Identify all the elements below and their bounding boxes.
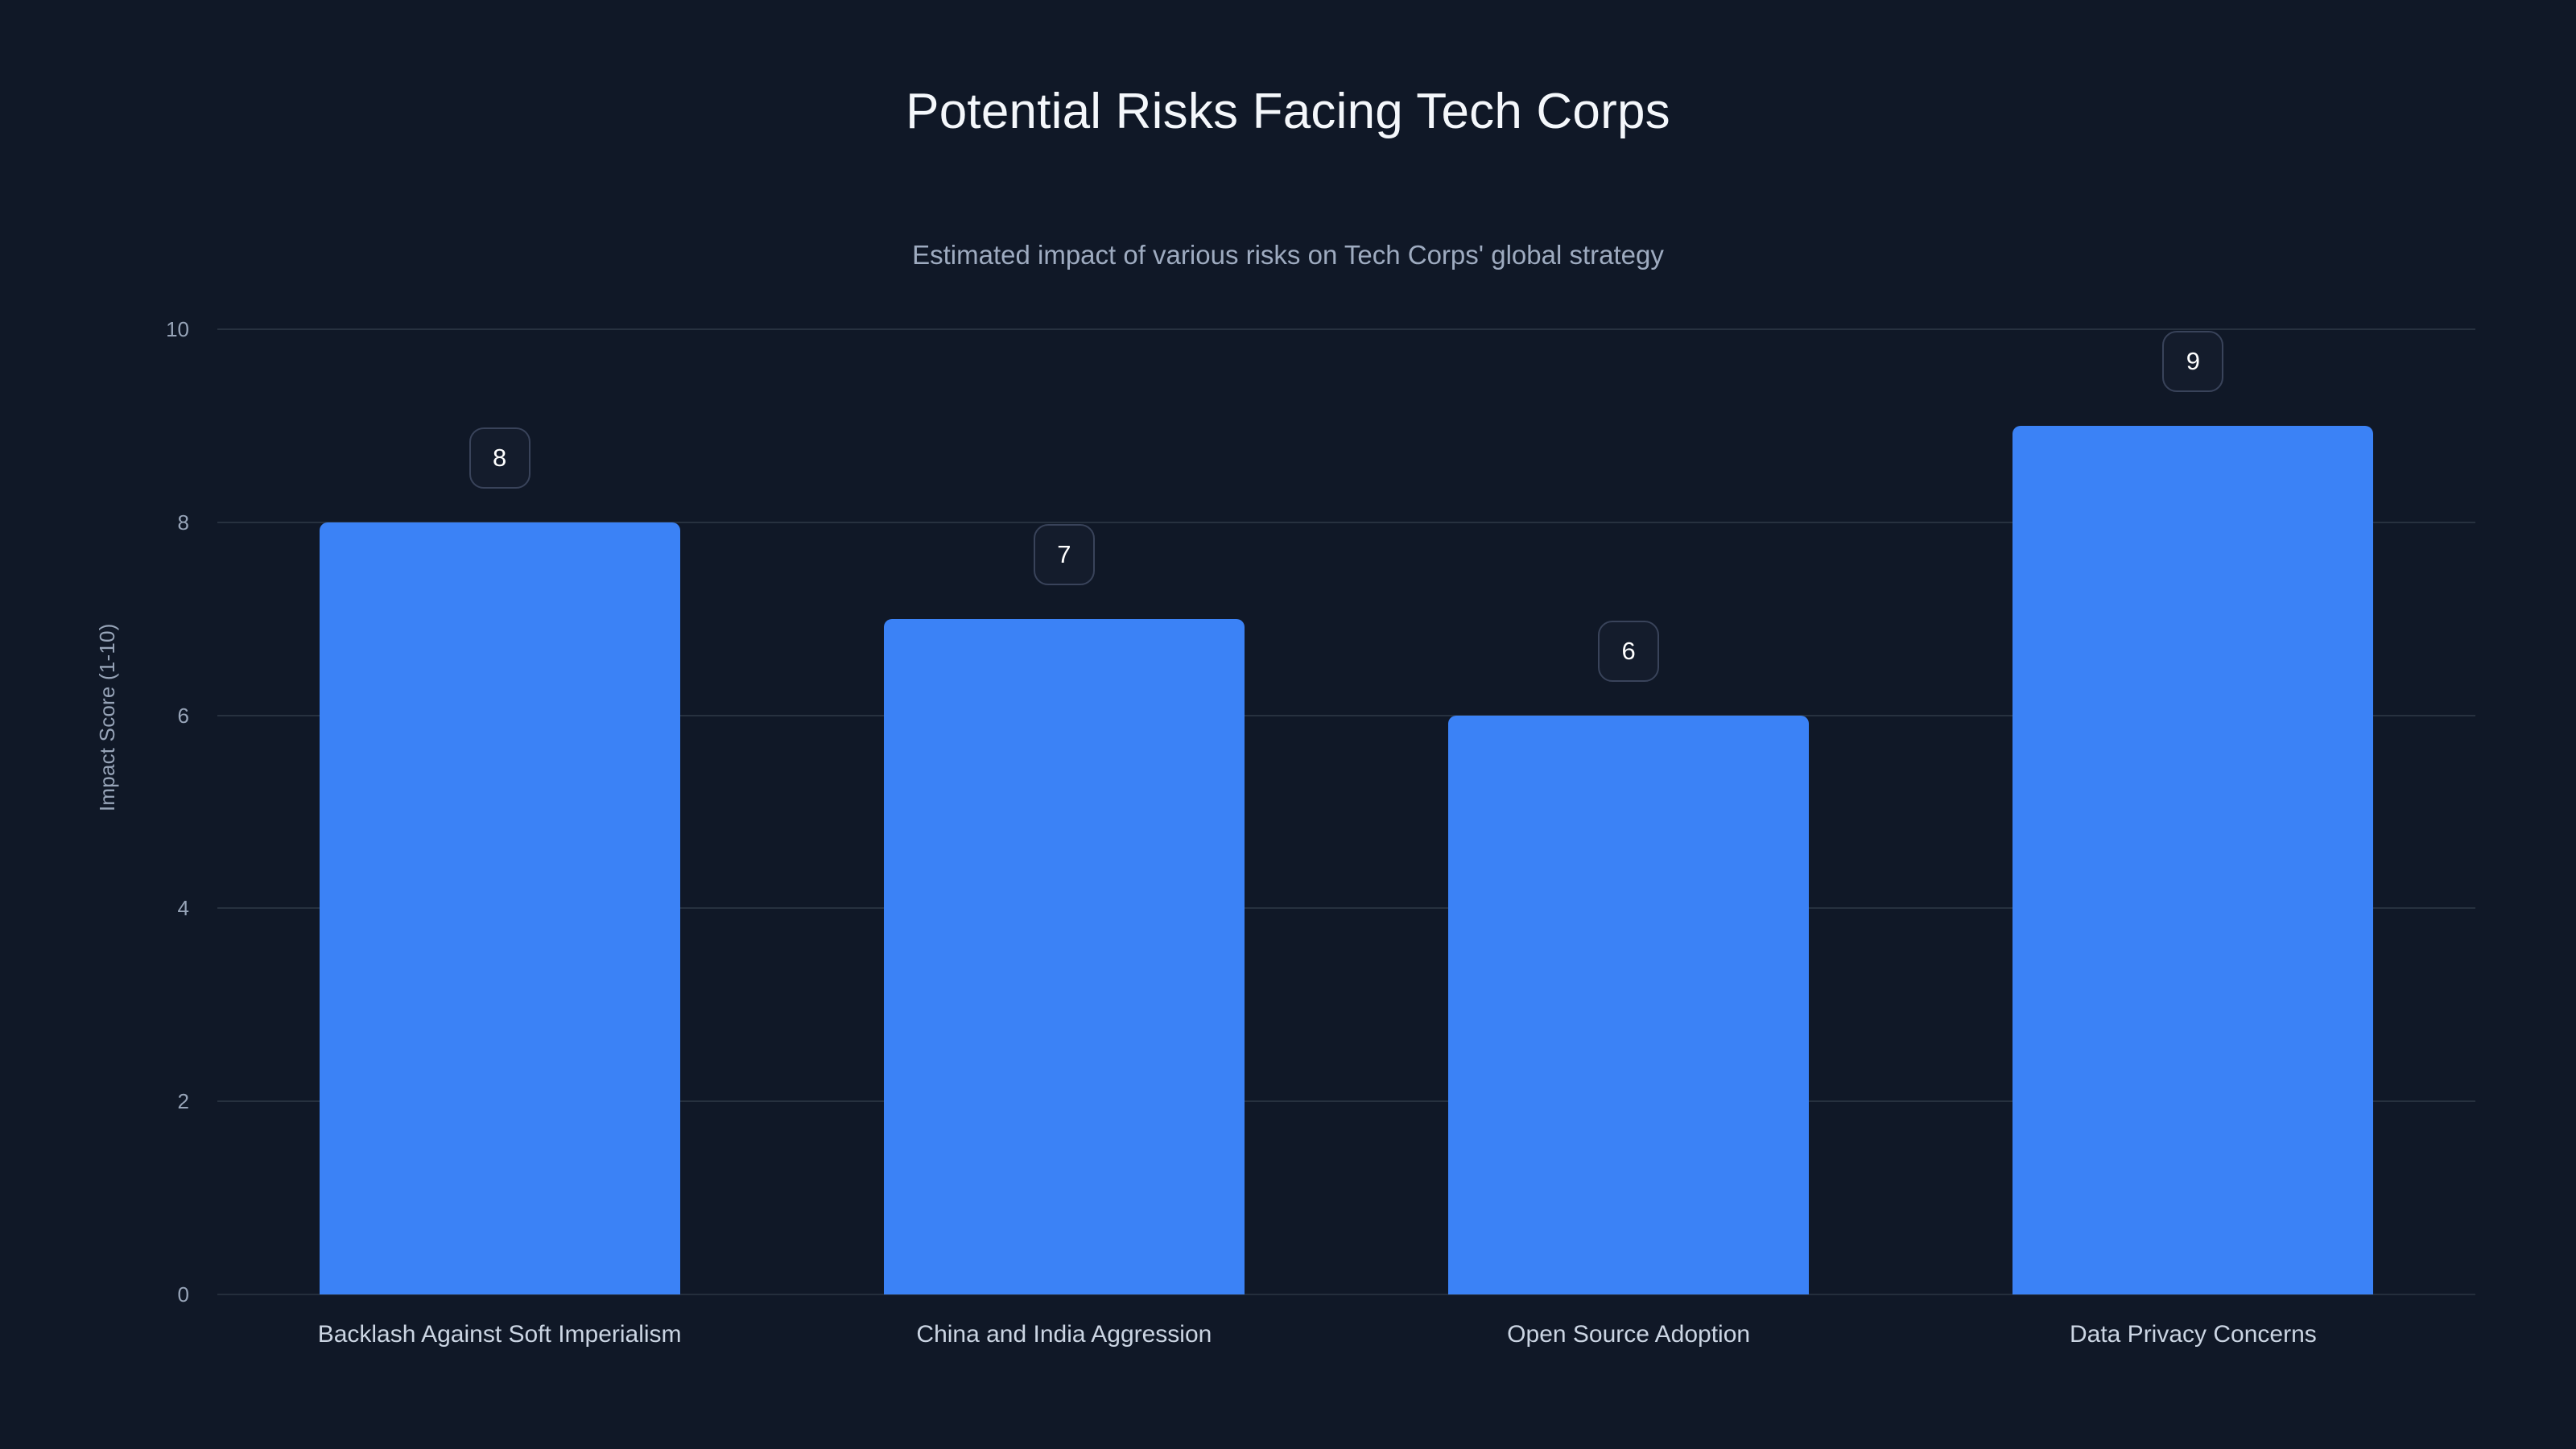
gridline-2: [217, 1100, 2475, 1103]
gridline-6: [217, 714, 2475, 716]
gridline-0: [217, 1294, 2475, 1295]
x-category-label: Data Privacy Concerns: [2069, 1321, 2317, 1348]
gridline-8: [217, 521, 2475, 523]
chart-subtitle: Estimated impact of various risks on Tec…: [912, 240, 1664, 270]
bar-value-badge: 6: [1598, 620, 1660, 682]
plot-area: [217, 328, 2475, 1295]
bar[interactable]: [2013, 425, 2374, 1294]
y-tick-label-8: 8: [177, 510, 189, 535]
bar[interactable]: [319, 522, 680, 1294]
x-category-label: Backlash Against Soft Imperialism: [317, 1321, 682, 1348]
bar[interactable]: [883, 618, 1245, 1294]
x-category-label: China and India Aggression: [916, 1321, 1212, 1348]
gridline-4: [217, 907, 2475, 910]
x-category-label: Open Source Adoption: [1507, 1321, 1751, 1348]
y-tick-label-10: 10: [166, 317, 189, 341]
bar[interactable]: [1448, 715, 1810, 1294]
gridline-10: [217, 328, 2475, 330]
y-tick-label-0: 0: [177, 1282, 189, 1307]
y-tick-label-2: 2: [177, 1089, 189, 1114]
y-tick-label-6: 6: [177, 703, 189, 728]
bar-value-badge: 7: [1033, 523, 1095, 585]
y-tick-label-4: 4: [177, 896, 189, 921]
bar-value-badge: 8: [469, 427, 530, 489]
bar-value-badge: 9: [2162, 330, 2224, 392]
chart-title: Potential Risks Facing Tech Corps: [906, 84, 1670, 139]
